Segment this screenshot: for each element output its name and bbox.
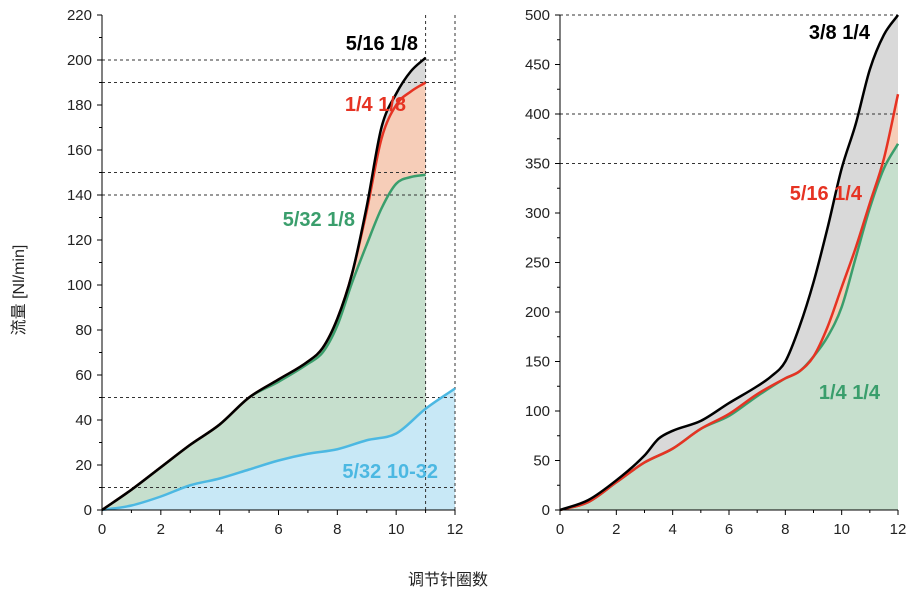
x-tick-label: 12 [447,521,464,538]
y-tick-label: 350 [525,156,550,173]
x-tick-label: 2 [612,521,620,538]
y-tick-label: 80 [75,322,92,339]
y-axis-title: 流量 [Nl/min] [10,245,28,336]
y-tick-label: 0 [84,502,92,519]
x-tick-label: 6 [725,521,733,538]
y-tick-label: 150 [525,354,550,371]
series-label-4: 5/32 10-32 [342,461,438,483]
series-label-1: 5/16 1/8 [346,33,418,55]
series-area-3 [560,143,898,510]
y-tick-label: 60 [75,367,92,384]
y-tick-label: 220 [67,7,92,24]
series-line-2 [559,93,900,512]
series-line-1 [559,14,900,512]
y-tick-label: 100 [67,277,92,294]
y-tick-label: 450 [525,57,550,74]
series-label-3: 1/4 1/4 [819,382,881,404]
series-area-3 [102,174,426,510]
y-tick-label: 140 [67,187,92,204]
y-tick-label: 120 [67,232,92,249]
x-tick-label: 2 [157,521,165,538]
chart-panel-2: 0 2 4 6 8 10 12 0 50 100 150 200 250 300 350 400 450 500 3… [525,7,906,538]
y-tick-label: 180 [67,97,92,114]
chart-panel-1: 0 2 4 6 8 10 120204060801001201401601802002205… [67,7,463,538]
x-tick-label: 0 [98,521,106,538]
y-tick-label: 20 [75,457,92,474]
y-tick-label: 250 [525,255,550,272]
y-tick-label: 0 [542,502,550,519]
x-axis-title: 调节针圈数 [408,571,488,589]
y-tick-label: 400 [525,106,550,123]
y-tick-label: 500 [525,7,550,24]
x-tick-label: 0 [556,521,564,538]
series-label-2: 5/16 1/4 [790,183,863,205]
series-area-4 [102,388,455,510]
y-tick-label: 100 [525,403,550,420]
y-tick-label: 300 [525,205,550,222]
series-line-1 [101,56,427,512]
x-tick-label: 4 [215,521,223,538]
x-tick-label: 12 [890,521,907,538]
series-label-3: 5/32 1/8 [283,209,355,231]
x-tick-label: 10 [388,521,405,538]
y-tick-label: 200 [67,52,92,69]
x-tick-label: 4 [668,521,676,538]
x-tick-label: 6 [274,521,282,538]
y-tick-label: 50 [533,453,550,470]
y-tick-label: 40 [75,412,92,429]
y-tick-label: 200 [525,304,550,321]
x-tick-label: 8 [333,521,341,538]
series-line-4 [101,387,456,512]
series-label-2: 1/4 1/8 [345,94,406,116]
x-tick-label: 10 [833,521,850,538]
x-tick-label: 8 [781,521,789,538]
series-label-1: 3/8 1/4 [809,22,871,44]
y-tick-label: 160 [67,142,92,159]
